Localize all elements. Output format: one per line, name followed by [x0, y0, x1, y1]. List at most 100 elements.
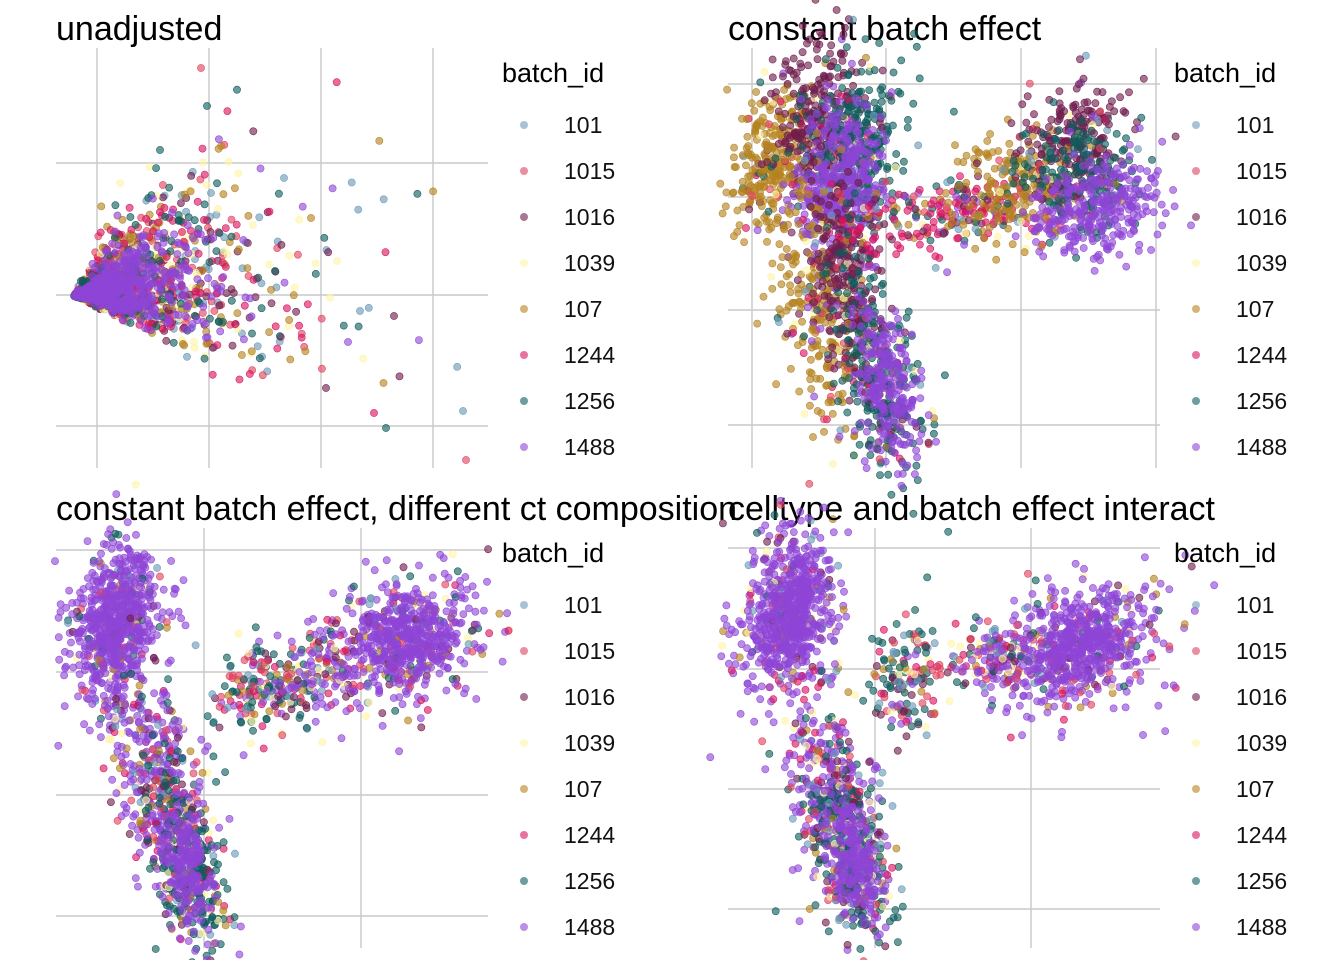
data-point [953, 234, 962, 243]
data-point [847, 311, 856, 320]
data-point [789, 70, 798, 79]
data-point [333, 257, 341, 265]
data-point [189, 234, 198, 243]
data-point [134, 288, 143, 297]
data-point [216, 287, 225, 295]
data-point [220, 247, 228, 255]
data-point [379, 379, 388, 387]
data-point [902, 313, 911, 322]
data-point [833, 117, 842, 126]
data-point [1071, 108, 1080, 117]
data-point [1084, 134, 1093, 142]
data-point [894, 87, 903, 96]
data-point [228, 341, 237, 350]
data-point [217, 142, 226, 150]
data-point [1077, 117, 1086, 126]
data-point [817, 163, 826, 172]
data-point [339, 321, 348, 330]
data-point [197, 64, 205, 72]
data-point [839, 216, 847, 224]
data-point [851, 252, 860, 261]
data-point [907, 403, 916, 412]
data-point [805, 190, 813, 199]
data-point [807, 385, 816, 393]
data-point [861, 35, 870, 43]
data-point [876, 427, 885, 436]
data-point [790, 249, 799, 258]
data-point [885, 416, 893, 425]
data-point [804, 140, 813, 149]
data-point [986, 130, 994, 138]
data-point [844, 168, 852, 176]
data-point [853, 335, 862, 344]
data-point [810, 392, 818, 401]
data-point [240, 301, 249, 310]
data-point [813, 129, 821, 138]
data-point [915, 437, 924, 446]
data-point [267, 299, 276, 308]
data-point [843, 289, 851, 298]
data-point [767, 89, 775, 98]
data-point [829, 350, 837, 359]
data-point [866, 274, 875, 283]
data-point [1022, 129, 1030, 138]
data-point [744, 172, 753, 181]
data-point [863, 102, 872, 111]
data-point [1069, 120, 1077, 129]
data-point [354, 322, 363, 331]
data-point [838, 225, 847, 234]
data-point [232, 220, 241, 229]
data-point [899, 167, 908, 175]
legend-label: 107 [564, 296, 603, 322]
data-point [812, 39, 821, 48]
data-point [1055, 87, 1064, 96]
legend-title: batch_id [502, 58, 605, 88]
data-point [200, 170, 209, 179]
data-point [176, 271, 184, 280]
data-point [876, 349, 885, 358]
data-point [912, 461, 921, 470]
data-point [113, 279, 122, 288]
data-point [787, 228, 796, 237]
data-point [914, 141, 923, 150]
data-point [776, 162, 785, 171]
data-point [303, 300, 312, 309]
data-point [844, 174, 853, 183]
data-point [911, 211, 920, 220]
data-point [799, 201, 808, 210]
data-point [200, 215, 208, 224]
data-point [778, 253, 787, 261]
data-point [842, 199, 851, 207]
data-point [289, 291, 298, 300]
data-point [870, 160, 878, 169]
data-point [414, 336, 423, 344]
data-point [1079, 74, 1088, 83]
data-point [861, 148, 870, 156]
data-point [224, 157, 233, 166]
data-point [974, 167, 982, 176]
data-point [911, 205, 920, 213]
data-point [965, 202, 974, 211]
data-point [888, 352, 896, 360]
data-point [936, 208, 945, 217]
data-point [926, 209, 935, 218]
data-point [730, 143, 738, 152]
data-point [148, 295, 157, 304]
data-point [273, 344, 282, 353]
data-point [227, 285, 236, 293]
data-point [794, 167, 803, 176]
data-point [901, 351, 909, 359]
data-point [1027, 157, 1036, 165]
data-point [1069, 102, 1078, 110]
data-point [1009, 156, 1018, 165]
data-point [809, 433, 817, 441]
data-point [213, 179, 221, 188]
data-point [924, 438, 933, 447]
data-point [208, 370, 217, 379]
data-point [812, 195, 821, 203]
data-point [771, 169, 780, 177]
data-point [271, 267, 279, 275]
data-point [868, 349, 876, 358]
data-point [207, 292, 216, 301]
data-point [898, 232, 907, 241]
